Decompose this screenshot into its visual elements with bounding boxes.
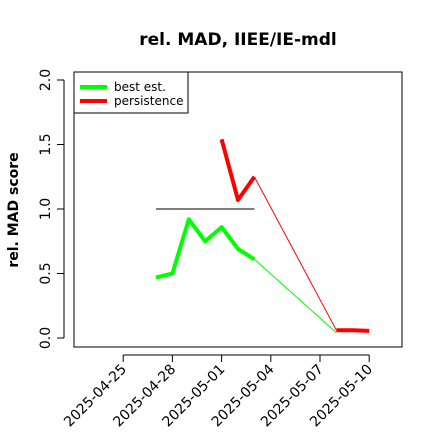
y-tick-label: 1.5 [38, 133, 54, 155]
y-tick-label: 2.0 [38, 69, 54, 91]
series-persistence-line [219, 138, 257, 202]
y-tick-label: 1.0 [38, 198, 54, 220]
series-persistence-tail-line [336, 328, 370, 333]
chart-title: rel. MAD, IIEE/IE-mdl [139, 30, 336, 50]
series-layer [155, 138, 370, 334]
legend-label-best-est: best est. [114, 80, 166, 94]
y-axis-label: rel. MAD score [6, 152, 22, 267]
series-persistence-extension-line [253, 176, 337, 331]
y-tick-label: 0.0 [38, 327, 54, 349]
x-axis: 2025-04-252025-04-282025-05-012025-05-04… [61, 354, 376, 430]
series-best-est [155, 217, 337, 334]
y-axis: 0.0 0.5 1.0 1.5 2.0 [38, 69, 65, 349]
y-tick-label: 0.5 [38, 262, 54, 284]
legend-label-persistence: persistence [114, 94, 183, 108]
series-persistence [219, 138, 370, 333]
series-best-est-line [155, 217, 256, 280]
legend-box [73, 71, 189, 114]
legend: best est. persistence [73, 71, 189, 114]
series-best-est-extension-line [254, 258, 337, 334]
plot-frame [73, 71, 403, 348]
